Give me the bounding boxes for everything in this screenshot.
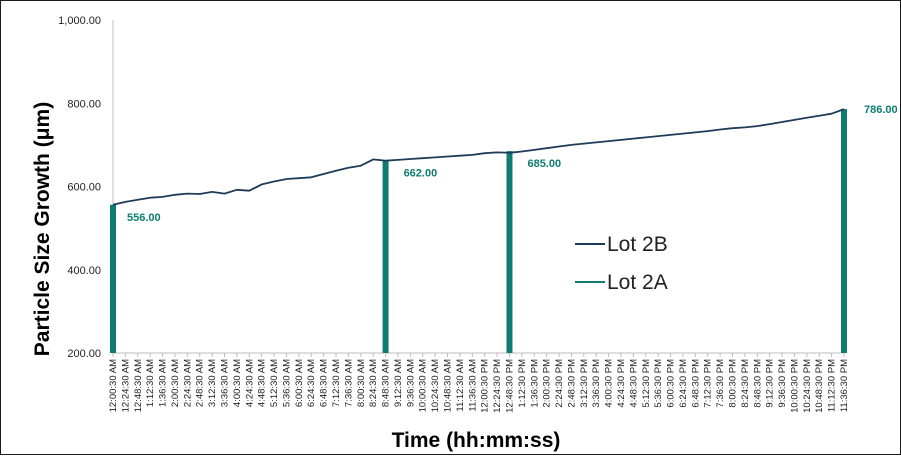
x-tick-label: 10:48:30 AM — [443, 359, 454, 412]
x-tick-label: 2:00:30 AM — [170, 359, 181, 407]
y-axis-title-group: Particle Size Growth (μm) — [31, 102, 54, 356]
x-tick-label: 7:12:30 PM — [703, 359, 714, 408]
x-tick-label: 12:24:30 AM — [120, 359, 131, 412]
x-tick-label: 9:36:30 PM — [777, 359, 788, 408]
x-tick-label: 9:12:30 AM — [393, 359, 404, 407]
x-tick-label: 4:00:30 PM — [604, 359, 615, 408]
x-tick-label: 11:36:30 PM — [839, 359, 850, 412]
x-tick-label: 5:36:30 AM — [281, 359, 292, 407]
x-tick-label: 8:24:30 PM — [740, 359, 751, 408]
data-label: 786.00 — [864, 104, 898, 116]
data-label: 662.00 — [404, 168, 438, 180]
x-tick-label: 2:24:30 AM — [182, 359, 193, 407]
x-tick-label: 8:24:30 AM — [368, 359, 379, 407]
x-tick-label: 8:00:30 PM — [727, 359, 738, 408]
x-tick-label: 3:12:30 PM — [579, 359, 590, 408]
x-tick-label: 6:00:30 AM — [294, 359, 305, 407]
x-tick-label: 9:12:30 PM — [765, 359, 776, 408]
x-tick-label: 9:36:30 AM — [405, 359, 416, 407]
x-tick-label: 4:48:30 AM — [257, 359, 268, 407]
x-tick-label: 1:12:30 PM — [517, 359, 528, 408]
x-tick-label: 4:24:30 PM — [616, 359, 627, 408]
x-tick-label: 1:36:30 AM — [158, 359, 169, 407]
x-tick-label: 11:12:30 PM — [827, 359, 838, 412]
x-tick-label: 1:36:30 PM — [529, 359, 540, 408]
x-tick-label: 6:48:30 AM — [319, 359, 330, 407]
x-tick-label: 2:48:30 PM — [566, 359, 577, 408]
data-label: 685.00 — [527, 158, 561, 170]
line-layer — [112, 108, 845, 206]
x-tick-label: 6:24:30 PM — [678, 359, 689, 408]
bars-layer — [110, 109, 847, 353]
x-tick-label: 12:48:30 PM — [504, 359, 515, 413]
x-tick-label: 12:48:30 AM — [133, 359, 144, 412]
legend-label: Lot 2A — [607, 271, 668, 294]
x-tick-label: 8:00:30 AM — [356, 359, 367, 407]
y-tick-label: 800.00 — [67, 98, 101, 110]
lot-2a-bar — [841, 109, 847, 353]
legend-label: Lot 2B — [607, 233, 668, 256]
x-tick-label: 10:00:30 PM — [789, 359, 800, 413]
y-tick-label: 200.00 — [67, 348, 101, 360]
x-tick-label: 10:24:30 AM — [430, 359, 441, 412]
x-tick-label: 6:24:30 AM — [306, 359, 317, 407]
x-tick-label: 5:12:30 PM — [641, 359, 652, 408]
x-tick-label: 8:48:30 PM — [752, 359, 763, 408]
axes: 200.00 400.00 600.00 800.00 1,000.00 12:00:30… — [58, 15, 850, 413]
y-tick-label: 1,000.00 — [58, 15, 101, 27]
x-tick-label: 12:24:30 PM — [492, 359, 503, 413]
x-tick-label: 10:00:30 AM — [418, 359, 429, 412]
lot-2a-bar — [506, 151, 513, 353]
legend: Lot 2B Lot 2A — [575, 233, 668, 294]
x-tick-label: 3:36:30 PM — [591, 359, 602, 408]
labels-layer: 556.00 662.00 685.00 786.00 — [127, 104, 898, 224]
y-tick-label: 600.00 — [67, 182, 101, 194]
lot-2a-bar — [110, 204, 116, 353]
x-tick-label: 12:00:30 PM — [480, 359, 491, 413]
x-tick-label: 5:12:30 AM — [269, 359, 280, 407]
x-tick-label: 4:24:30 AM — [244, 359, 255, 407]
x-tick-label: 7:12:30 AM — [331, 359, 342, 407]
x-tick-label: 2:24:30 PM — [554, 359, 565, 408]
x-tick-label: 11:36:30 AM — [467, 359, 478, 412]
x-tick-label: 5:36:30 PM — [653, 359, 664, 408]
x-tick-label: 3:36:30 AM — [220, 359, 231, 407]
lot-2b-line — [112, 108, 845, 206]
x-tick-label: 4:48:30 PM — [628, 359, 639, 408]
x-tick-label: 11:12:30 AM — [455, 359, 466, 412]
x-axis-title: Time (hh:mm:ss) — [392, 429, 561, 452]
data-label: 556.00 — [127, 212, 161, 224]
x-tick-label: 7:36:30 PM — [715, 359, 726, 408]
x-tick-label: 2:48:30 AM — [195, 359, 206, 407]
x-tick-label: 2:00:30 PM — [542, 359, 553, 408]
x-tick-label: 6:48:30 PM — [690, 359, 701, 408]
x-tick-label: 10:24:30 PM — [802, 359, 813, 413]
x-tick-label: 1:12:30 AM — [145, 359, 156, 407]
x-tick-label: 3:12:30 AM — [207, 359, 218, 407]
x-tick-label: 10:48:30 PM — [814, 359, 825, 413]
x-tick-label: 7:36:30 AM — [343, 359, 354, 407]
x-tick-label: 6:00:30 PM — [666, 359, 677, 408]
y-tick-label: 400.00 — [67, 265, 101, 277]
x-tick-label: 12:00:30 AM — [108, 359, 119, 412]
x-tick-label: 8:48:30 AM — [381, 359, 392, 407]
lot-2a-bar — [382, 160, 389, 353]
x-tick-label: 4:00:30 AM — [232, 359, 243, 407]
y-axis-title: Particle Size Growth (μm) — [31, 102, 54, 356]
